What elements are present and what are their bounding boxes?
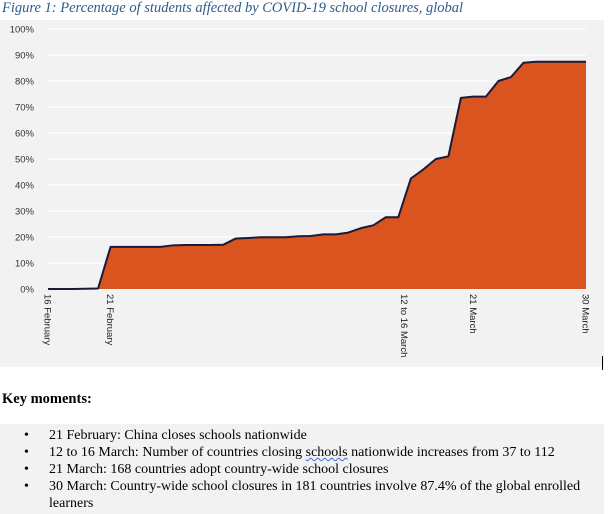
y-tick-label: 20% [15, 233, 35, 244]
y-tick-label: 50% [15, 155, 35, 166]
y-tick-label: 60% [15, 129, 35, 140]
y-tick-label: 80% [15, 77, 35, 88]
y-tick-label: 40% [15, 181, 35, 192]
text-cursor [602, 356, 603, 370]
area-chart: 0% 10% 20% 30% 40% 50% 60% 70% 80% 90% 100% 16 Febr… [10, 25, 591, 358]
x-tick-label: 16 February [42, 294, 53, 345]
spellcheck-flagged-word[interactable]: schools [305, 445, 348, 460]
x-tick-label: 21 February [104, 294, 115, 345]
y-tick-label: 30% [15, 207, 35, 218]
key-moments-list: 21 February: China closes schools nation… [0, 427, 604, 512]
y-tick-label: 0% [20, 285, 34, 296]
y-tick-label: 70% [15, 103, 35, 114]
y-tick-label: 100% [10, 25, 35, 36]
chart-panel: 0% 10% 20% 30% 40% 50% 60% 70% 80% 90% 100% 16 Febr… [0, 20, 604, 367]
key-moment-item: 21 February: China closes schools nation… [0, 427, 604, 444]
key-moment-item: 12 to 16 March: Number of countries clos… [0, 444, 604, 461]
key-moment-item: 21 March: 168 countries adopt country-wi… [0, 461, 604, 478]
y-tick-label: 90% [15, 51, 35, 62]
series-line [48, 60, 586, 290]
key-moment-text: 21 February: China closes schools nation… [49, 428, 307, 443]
x-tick-label: 12 to 16 March [398, 294, 409, 357]
y-tick-label: 10% [15, 259, 35, 270]
key-moment-text: 21 March: 168 countries adopt country-wi… [49, 462, 389, 477]
key-moment-text: 30 March: Country-wide school closures i… [49, 479, 581, 511]
area-fill [48, 61, 586, 290]
key-moment-item: 30 March: Country-wide school closures i… [0, 478, 604, 512]
x-tick-label: 21 March [467, 294, 478, 334]
key-moments-panel: 21 February: China closes schools nation… [0, 424, 604, 514]
key-moments-heading: Key moments: [2, 391, 92, 407]
x-tick-label: 30 March [580, 294, 591, 334]
key-moment-text: nationwide increases from 37 to 112 [347, 445, 555, 460]
figure-title: Figure 1: Percentage of students affecte… [2, 0, 464, 16]
key-moment-text: 12 to 16 March: Number of countries clos… [49, 445, 306, 460]
